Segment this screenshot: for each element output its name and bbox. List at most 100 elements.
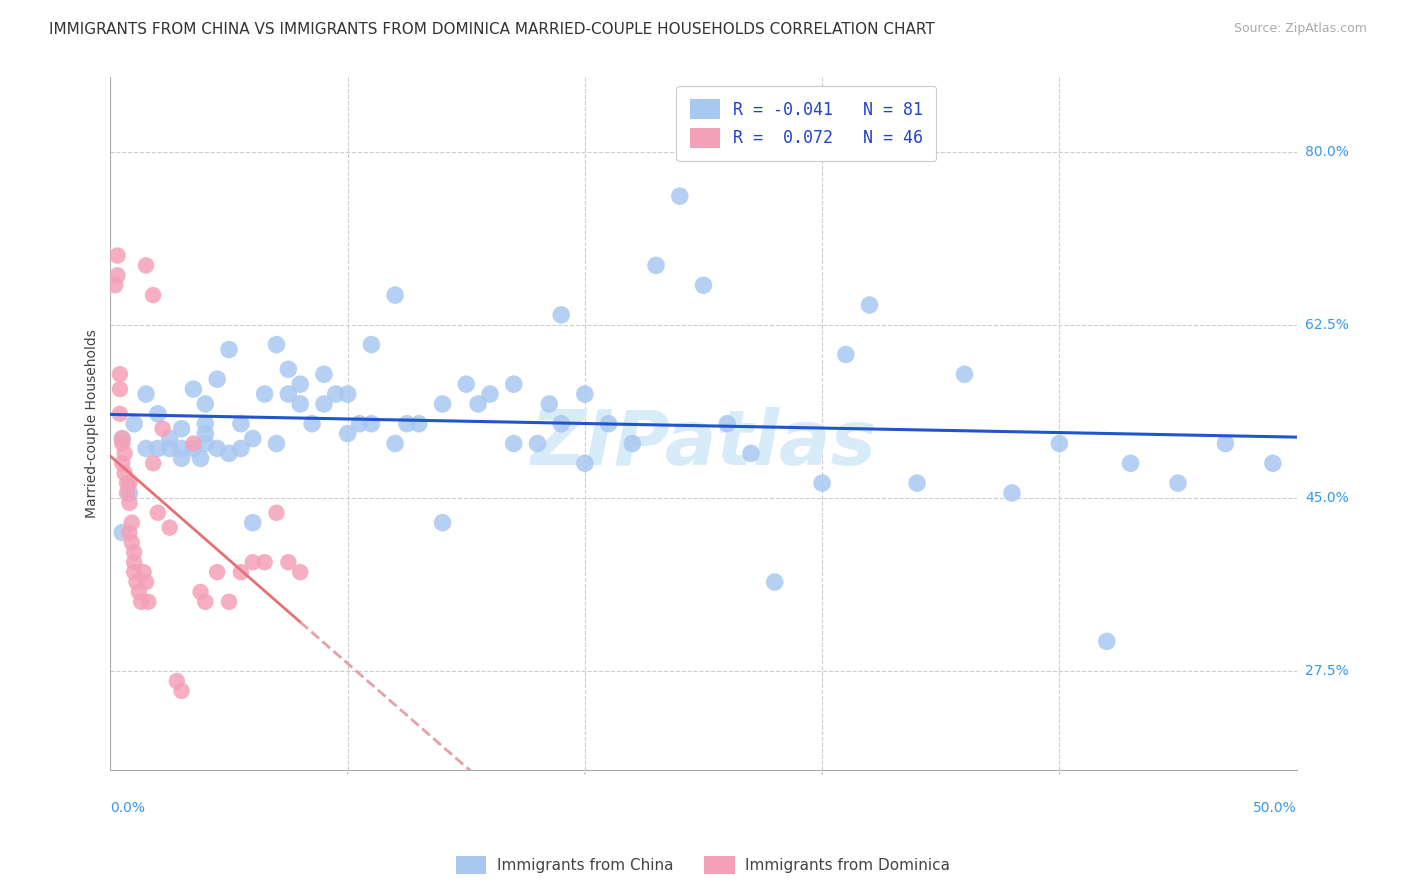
Point: [118, 525, 141, 540]
Text: 0.0%: 0.0%: [111, 800, 145, 814]
Point: [183, 382, 205, 396]
Point: [135, 574, 157, 589]
Point: [135, 259, 157, 273]
Point: [905, 476, 928, 491]
Point: [290, 377, 312, 392]
Point: [118, 496, 141, 510]
Point: [111, 432, 134, 446]
Point: [526, 436, 548, 450]
Point: [550, 308, 572, 322]
Text: ZIPatlas: ZIPatlas: [530, 408, 876, 482]
Point: [205, 442, 228, 456]
Point: [114, 466, 136, 480]
Point: [107, 248, 129, 262]
Point: [128, 585, 150, 599]
Point: [266, 337, 288, 351]
Point: [456, 377, 478, 392]
Point: [1047, 436, 1070, 450]
Point: [108, 368, 131, 382]
Point: [598, 417, 620, 431]
Point: [190, 451, 212, 466]
Point: [740, 446, 762, 460]
Point: [142, 456, 165, 470]
Point: [170, 442, 193, 456]
Point: [135, 387, 157, 401]
Point: [253, 387, 276, 401]
Point: [574, 456, 596, 470]
Point: [229, 417, 252, 431]
Point: [138, 595, 160, 609]
Point: [183, 436, 205, 450]
Point: [538, 397, 561, 411]
Point: [858, 298, 880, 312]
Point: [121, 535, 143, 549]
Point: [194, 436, 217, 450]
Point: [432, 516, 454, 530]
Point: [132, 565, 155, 579]
Point: [114, 446, 136, 460]
Point: [183, 442, 205, 456]
Point: [170, 684, 193, 698]
Point: [502, 436, 524, 450]
Point: [1095, 634, 1118, 648]
Text: 45.0%: 45.0%: [1305, 491, 1348, 505]
Point: [104, 278, 127, 293]
Point: [146, 407, 169, 421]
Point: [118, 486, 141, 500]
Point: [115, 476, 138, 491]
Point: [242, 555, 264, 569]
Point: [1167, 476, 1189, 491]
Point: [242, 516, 264, 530]
Point: [290, 397, 312, 411]
Point: [336, 387, 359, 401]
Point: [467, 397, 489, 411]
Point: [953, 368, 976, 382]
Point: [277, 362, 299, 376]
Point: [312, 368, 335, 382]
Point: [301, 417, 323, 431]
Point: [290, 565, 312, 579]
Point: [550, 417, 572, 431]
Point: [159, 442, 181, 456]
Point: [122, 545, 145, 559]
Point: [170, 451, 193, 466]
Legend: R = -0.041   N = 81, R =  0.072   N = 46: R = -0.041 N = 81, R = 0.072 N = 46: [676, 86, 936, 161]
Point: [194, 417, 217, 431]
Point: [170, 422, 193, 436]
Point: [1001, 486, 1024, 500]
Point: [218, 446, 240, 460]
Point: [111, 432, 134, 446]
Point: [229, 442, 252, 456]
Text: 50.0%: 50.0%: [1253, 800, 1296, 814]
Point: [121, 516, 143, 530]
Point: [194, 595, 217, 609]
Point: [621, 436, 644, 450]
Point: [129, 595, 152, 609]
Point: [668, 189, 690, 203]
Point: [218, 595, 240, 609]
Point: [384, 288, 406, 302]
Point: [111, 456, 134, 470]
Point: [111, 525, 134, 540]
Point: [107, 268, 129, 283]
Point: [360, 417, 382, 431]
Legend: Immigrants from China, Immigrants from Dominica: Immigrants from China, Immigrants from D…: [450, 850, 956, 880]
Point: [146, 442, 169, 456]
Point: [205, 565, 228, 579]
Point: [395, 417, 418, 431]
Point: [194, 397, 217, 411]
Point: [108, 382, 131, 396]
Point: [166, 673, 188, 688]
Point: [432, 397, 454, 411]
Point: [142, 288, 165, 302]
Point: [122, 417, 145, 431]
Point: [502, 377, 524, 392]
Point: [574, 387, 596, 401]
Point: [122, 555, 145, 569]
Text: 80.0%: 80.0%: [1305, 145, 1348, 159]
Point: [1119, 456, 1142, 470]
Point: [194, 426, 217, 441]
Point: [152, 422, 174, 436]
Point: [242, 432, 264, 446]
Point: [763, 574, 786, 589]
